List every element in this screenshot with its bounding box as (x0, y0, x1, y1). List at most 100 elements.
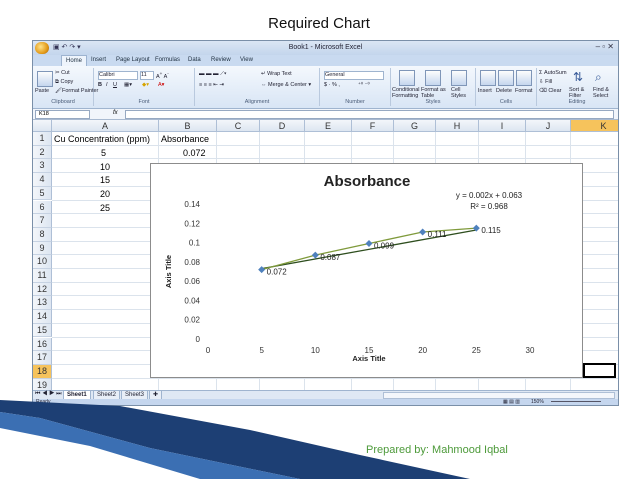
column-header-h[interactable]: H (436, 120, 479, 132)
cell-a6[interactable]: 25 (100, 203, 111, 213)
row-header-1[interactable]: 1 (33, 132, 52, 146)
column-header-k[interactable]: K (571, 120, 618, 132)
italic-button[interactable]: I (106, 82, 108, 88)
window-controls[interactable]: – ▫ ✕ (595, 42, 614, 51)
cut-button[interactable]: ✂ Cut (55, 70, 70, 76)
tab-page-layout[interactable]: Page Layout (116, 57, 150, 63)
row-header-6[interactable]: 6 (33, 200, 52, 215)
chart-area[interactable]: Absorbance 0 0.02 0.04 0.06 0.08 0.1 0.12 0.14 0 5… (150, 163, 583, 378)
paste-icon[interactable] (37, 71, 53, 87)
format-table-icon[interactable] (425, 70, 441, 86)
row-header-7[interactable]: 7 (33, 214, 52, 228)
select-all-corner[interactable] (33, 120, 52, 132)
sort-filter-button[interactable]: Sort & Filter (569, 87, 585, 99)
view-buttons[interactable]: ▦ ▤ ▥ (503, 399, 520, 405)
insert-button[interactable]: Insert (478, 88, 492, 94)
column-header-j[interactable]: J (526, 120, 571, 132)
find-select-button[interactable]: Find & Select (593, 87, 609, 99)
zoom-slider[interactable] (551, 401, 601, 402)
cell-styles-icon[interactable] (451, 70, 467, 86)
row-header-2[interactable]: 2 (33, 145, 52, 160)
office-button-icon[interactable] (35, 42, 49, 54)
quick-access-toolbar[interactable]: ▣ ↶ ↷ ▾ (53, 44, 81, 51)
sort-filter-icon[interactable]: ⇅ (573, 70, 584, 84)
clear-button[interactable]: ⌫ Clear (539, 88, 562, 94)
borders-icon[interactable]: ▦▾ (124, 82, 132, 88)
cell-a4[interactable]: 15 (100, 175, 111, 185)
column-header-g[interactable]: G (394, 120, 436, 132)
wrap-text-button[interactable]: ↵ Wrap Text (261, 71, 292, 77)
grow-shrink-font-icon[interactable]: A+ A- (156, 71, 169, 80)
format-painter-button[interactable]: 🖌Format Painter (55, 88, 99, 94)
row-header-16[interactable]: 16 (33, 337, 52, 352)
row-header-12[interactable]: 12 (33, 282, 52, 297)
bold-button[interactable]: B (98, 82, 102, 88)
decimal-icons[interactable]: ⁺⁰ ⁻⁰ (358, 82, 370, 88)
font-size-select[interactable]: 11 (140, 71, 154, 80)
row-header-10[interactable]: 10 (33, 255, 52, 269)
sheet-nav-arrows[interactable]: ⏮ ◀ ▶ ⏭ (35, 391, 62, 397)
selected-cell-k18[interactable] (583, 363, 616, 378)
tab-review[interactable]: Review (211, 57, 231, 63)
find-select-icon[interactable]: ⌕ (595, 70, 602, 84)
tab-data[interactable]: Data (188, 57, 201, 63)
zoom-level[interactable]: 150% (531, 399, 544, 405)
row-header-5[interactable]: 5 (33, 186, 52, 201)
horizontal-scrollbar[interactable] (383, 392, 615, 399)
format-as-table-button[interactable]: Format as Table (421, 87, 446, 99)
fx-label[interactable]: fx (113, 110, 118, 116)
align-top-icons[interactable]: ▬ ▬ ▬ ⟋▾ (199, 71, 227, 77)
cell-b2[interactable]: 0.072 (183, 148, 206, 158)
column-header-i[interactable]: I (479, 120, 526, 132)
underline-button[interactable]: U (113, 82, 117, 88)
cell-a2[interactable]: 5 (101, 148, 107, 158)
column-header-b[interactable]: B (159, 120, 217, 132)
number-format-select[interactable]: General (324, 71, 384, 80)
cell-a5[interactable]: 20 (100, 189, 111, 199)
delete-button[interactable]: Delete (496, 88, 512, 94)
fill-button[interactable]: ⇩ Fill (539, 79, 553, 85)
name-box[interactable]: K18 (35, 110, 90, 119)
copy-button[interactable]: ⧉ Copy (55, 79, 74, 85)
cell-a3[interactable]: 10 (100, 162, 111, 172)
insert-cells-icon[interactable] (480, 70, 496, 86)
font-color-icon[interactable]: A▾ (158, 82, 165, 88)
column-header-a[interactable]: A (52, 120, 159, 132)
merge-center-button[interactable]: ⇔ Merge & Center ▾ (261, 82, 312, 88)
row-header-8[interactable]: 8 (33, 227, 52, 242)
tab-formulas[interactable]: Formulas (155, 57, 181, 63)
format-cells-icon[interactable] (516, 70, 532, 86)
row-header-13[interactable]: 13 (33, 296, 52, 311)
conditional-formatting-icon[interactable] (399, 70, 415, 86)
y-tick-label: 0.06 (184, 277, 200, 286)
number-format-buttons[interactable]: $ · % , (324, 82, 340, 88)
column-header-c[interactable]: C (217, 120, 260, 132)
cell-b1[interactable]: Absorbance (161, 134, 210, 144)
tab-home[interactable]: Home (61, 55, 88, 66)
format-button[interactable]: Format (515, 88, 533, 94)
delete-cells-icon[interactable] (498, 70, 514, 86)
row-header-18[interactable]: 18 (33, 364, 52, 379)
tab-insert[interactable]: Insert (91, 57, 107, 63)
row-header-9[interactable]: 9 (33, 241, 52, 256)
tab-view[interactable]: View (240, 57, 253, 63)
column-header-f[interactable]: F (352, 120, 394, 132)
fill-color-icon[interactable]: ◆▾ (142, 82, 149, 88)
row-header-4[interactable]: 4 (33, 173, 52, 187)
cell-styles-button[interactable]: Cell Styles (451, 87, 466, 99)
autosum-button[interactable]: Σ AutoSum (539, 70, 567, 76)
align-left-icons[interactable]: ≡ ≡ ≡ ⇤ ⇥ (199, 82, 224, 88)
row-header-3[interactable]: 3 (33, 159, 52, 174)
column-header-d[interactable]: D (260, 120, 305, 132)
paste-button[interactable]: Paste (35, 88, 50, 94)
row-header-14[interactable]: 14 (33, 310, 52, 324)
row-header-15[interactable]: 15 (33, 323, 52, 338)
cell-a1[interactable]: Cu Concentration (ppm) (54, 134, 151, 144)
conditional-formatting-button[interactable]: Conditional Formatting (392, 87, 420, 99)
formula-input[interactable] (125, 110, 614, 119)
scatter-chart[interactable]: Absorbance 0 0.02 0.04 0.06 0.08 0.1 0.12 0.14 0 5… (151, 164, 582, 377)
font-name-select[interactable]: Calibri (98, 71, 138, 80)
column-header-e[interactable]: E (305, 120, 352, 132)
row-header-17[interactable]: 17 (33, 351, 52, 365)
row-header-11[interactable]: 11 (33, 269, 52, 283)
